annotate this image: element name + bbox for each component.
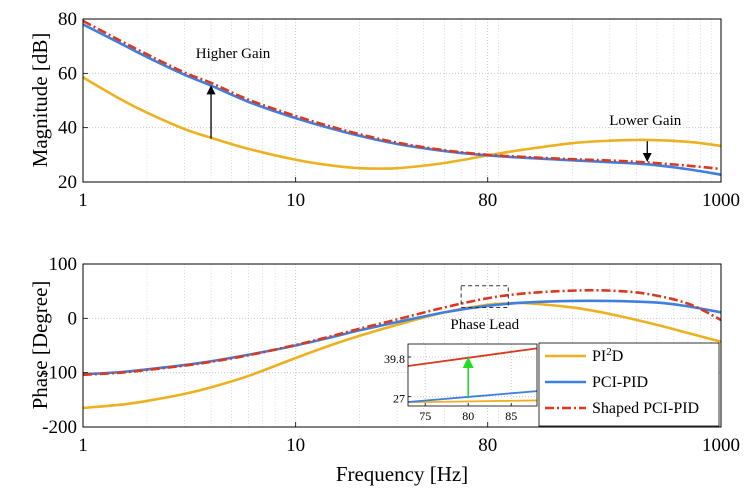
y-tick-label: 60 [58,63,77,84]
inset-tick-labels: 75 80 85 27 39.8 [384,352,517,423]
x-tick-label: 80 [478,435,497,456]
x-tick-label: 85 [505,409,517,423]
phase-tick-labels: 1 10 80 1000 -200 -100 0 100 [42,254,740,456]
phase-axes-box [82,263,722,428]
x-tick-label: 1000 [702,190,740,211]
x-tick-label: 1000 [702,435,740,456]
magnitude-y-axis-label: Magnitude [dB] [28,33,52,168]
x-tick-label: 10 [286,435,305,456]
magnitude-tick-labels: 1 10 80 1000 20 40 60 80 [58,9,740,211]
y-tick-label: 39.8 [384,352,405,366]
x-tick-label: 80 [478,190,497,211]
series-line-0 [83,76,721,170]
phase-series [83,288,721,410]
series-line-1 [408,390,537,403]
x-tick-label: 10 [286,190,305,211]
phase-annotations: Phase Lead [450,285,520,333]
x-tick-label: 75 [419,409,431,423]
phase-lead-box [460,285,509,308]
y-tick-label: 100 [49,254,78,275]
x-axis-label: Frequency [Hz] [336,462,468,486]
inset-axes-box [407,343,538,407]
x-tick-label: 1 [78,190,88,211]
y-tick-label: 0 [68,308,78,329]
y-tick-label: -200 [42,417,77,438]
y-tick-label: 20 [58,172,77,193]
series-line-0 [83,301,721,410]
series-line-0 [408,399,537,404]
legend-label-2: Shaped PCI-PID [592,400,699,417]
lower-gain-label: Lower Gain [609,113,682,129]
legend-label-1: PCI-PID [592,374,648,391]
higher-gain-label: Higher Gain [196,46,271,62]
y-tick-label: 80 [58,9,77,30]
phase-lead-label: Phase Lead [450,317,519,333]
phase-panel: 1 10 80 1000 -200 -100 0 100 Phase [Degree] Fre… [28,254,740,486]
zoom-inset: 75 80 85 27 39.8 [384,343,538,423]
legend: PI2D PCI-PID Shaped PCI-PID [538,342,720,427]
x-tick-label: 1 [78,435,88,456]
x-tick-label: 80 [462,409,474,423]
magnitude-panel: 1 10 80 1000 20 40 60 80 Magnitude [dB] Higher … [28,9,740,211]
magnitude-annotations: Higher Gain Lower Gain [196,46,682,162]
magnitude-series [83,19,721,176]
series-line-2 [83,288,721,377]
y-tick-label: 27 [393,392,405,406]
phase-y-axis-label: Phase [Degree] [28,281,52,410]
inset-series [408,347,537,404]
magnitude-axes-box [82,18,722,183]
series-line-1 [83,23,721,176]
y-tick-label: -100 [42,363,77,384]
y-tick-label: 40 [58,118,77,139]
series-line-2 [83,19,721,171]
legend-label-0: PI2D [592,346,623,365]
